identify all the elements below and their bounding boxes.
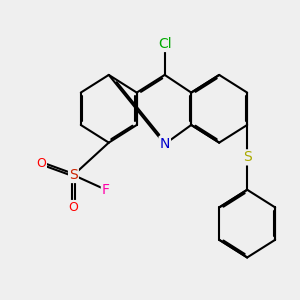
Text: S: S	[69, 168, 78, 182]
Text: S: S	[243, 150, 251, 164]
Text: O: O	[36, 157, 46, 170]
Text: N: N	[160, 137, 170, 151]
Text: O: O	[68, 201, 78, 214]
Text: Cl: Cl	[158, 37, 172, 51]
Text: F: F	[102, 183, 110, 197]
